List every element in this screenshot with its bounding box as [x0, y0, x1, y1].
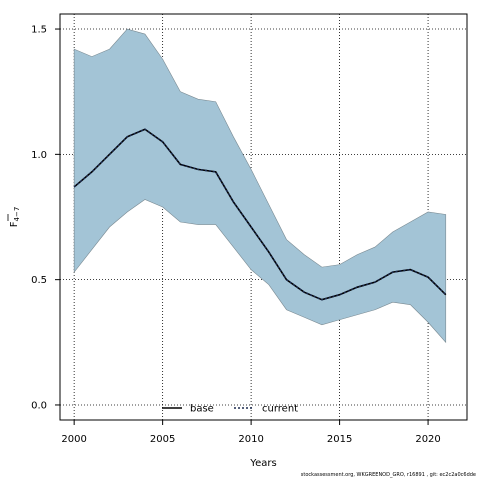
y-axis: 0.0 0.5 1.0 1.5 [31, 25, 60, 411]
y-axis-label-sub: 4−7 [13, 207, 21, 222]
legend-label-base: base [190, 404, 214, 415]
series-line-base [73, 128, 447, 301]
x-tick-label-2005: 2005 [150, 434, 175, 445]
svg-text:F4−7: F4−7 [9, 207, 21, 228]
confidence-band [73, 28, 447, 344]
x-tick-label-2010: 2010 [238, 434, 263, 445]
y-axis-label-main: F [9, 221, 20, 227]
legend-label-current: current [262, 404, 298, 415]
y-axis-label: F4−7 [7, 207, 21, 228]
x-axis-label: Years [249, 458, 276, 469]
y-tick-label-3: 1.5 [31, 25, 47, 36]
legend: base current [162, 404, 298, 415]
plot-frame [59, 13, 468, 421]
x-tick-label-2015: 2015 [327, 434, 352, 445]
x-tick-label-2020: 2020 [415, 434, 440, 445]
y-tick-label-2: 1.0 [31, 150, 47, 161]
footer-credit: stockassessment.org, WKGREENOD_GRO, r168… [300, 472, 476, 478]
x-axis: 2000 2005 2010 2015 2020 [61, 420, 441, 445]
y-tick-label-0: 0.0 [31, 400, 47, 411]
y-tick-label-1: 0.5 [31, 275, 47, 286]
x-tick-label-2000: 2000 [61, 434, 86, 445]
